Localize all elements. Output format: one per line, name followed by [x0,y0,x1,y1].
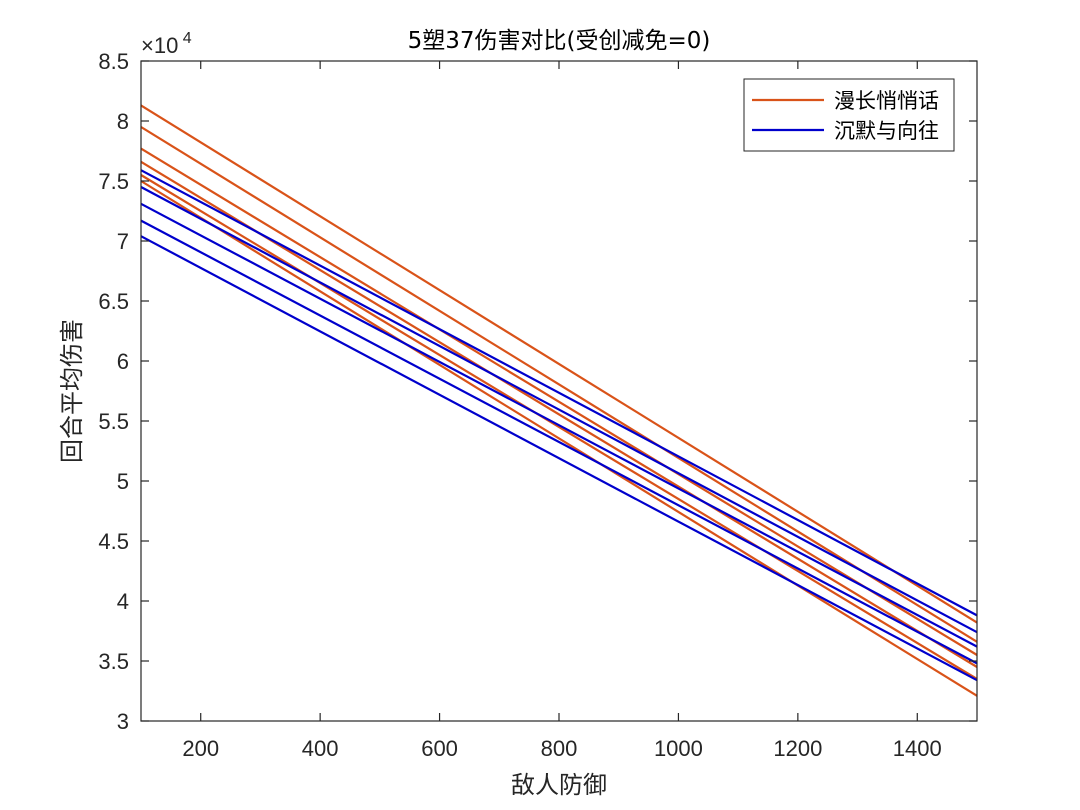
series-line-2 [140,147,978,656]
y-tick-label-8: 7 [117,229,129,254]
y-tick-label-4: 5 [117,469,129,494]
series-line-0 [140,104,978,624]
plot-area [141,61,977,721]
legend-label-0: 漫长悄悄话 [834,89,939,113]
y-tick-label-7: 6.5 [98,289,129,314]
y-tick-label-2: 4 [117,589,129,614]
chart-title: 5塑37伤害对比(受创减免=0) [408,28,711,54]
y-tick-label-6: 6 [117,349,129,374]
x-tick-label-4: 1000 [654,736,703,761]
x-tick-label-6: 1400 [893,736,942,761]
y-axis-multiplier: ×10 4 [141,30,192,58]
legend-label-1: 沉默与向往 [834,119,939,143]
x-tick-label-2: 600 [421,736,458,761]
y-tick-label-10: 8 [117,109,129,134]
legend-box [743,78,955,152]
y-tick-label-9: 7.5 [98,169,129,194]
x-tick-label-0: 200 [182,736,219,761]
x-axis-label: 敌人防御 [511,771,607,799]
series-line-1 [140,126,978,643]
y-tick-label-5: 5.5 [98,409,129,434]
series-line-10 [140,235,978,682]
series-line-7 [140,186,978,634]
series-line-8 [140,202,978,648]
x-tick-label-5: 1200 [773,736,822,761]
series-line-9 [140,219,978,665]
series-line-3 [140,160,978,668]
y-tick-label-1: 3.5 [98,649,129,674]
y-multiplier-base: ×10 [141,33,178,58]
y-tick-label-0: 3 [117,709,129,734]
x-tick-label-1: 400 [302,736,339,761]
ticks-layer: 200 400 600 800 1000 1200 1400 3 3.5 4 4.5 5 5.5 6 6.5… [98,49,977,761]
series-layer [140,104,978,697]
y-tick-label-11: 8.5 [98,49,129,74]
y-tick-label-3: 4.5 [98,529,129,554]
series-line-6 [140,169,978,617]
series-line-4 [140,174,978,680]
legend: 漫长悄悄话 沉默与向往 [743,78,955,152]
y-multiplier-exponent: 4 [183,30,192,47]
y-axis-label: 回合平均伤害 [58,319,86,463]
series-line-5 [140,180,978,697]
x-tick-label-3: 800 [541,736,578,761]
